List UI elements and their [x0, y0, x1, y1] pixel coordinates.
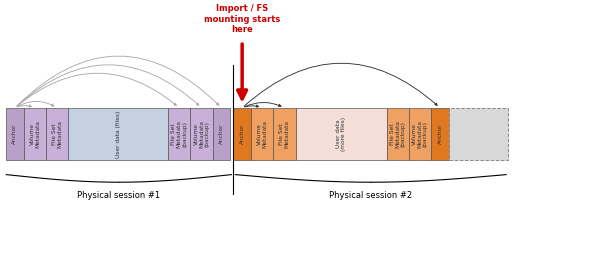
FancyBboxPatch shape	[273, 108, 296, 160]
FancyBboxPatch shape	[296, 108, 386, 160]
Text: File Set
Metadata: File Set Metadata	[279, 120, 290, 148]
Text: Import / FS
mounting starts
here: Import / FS mounting starts here	[204, 4, 280, 34]
Text: File Set
Metadata
(backup): File Set Metadata (backup)	[172, 120, 187, 148]
Text: Physical session #1: Physical session #1	[77, 190, 160, 200]
FancyBboxPatch shape	[233, 108, 251, 160]
FancyBboxPatch shape	[386, 108, 409, 160]
Text: Anchor: Anchor	[438, 124, 442, 144]
FancyBboxPatch shape	[213, 108, 231, 160]
FancyBboxPatch shape	[168, 108, 191, 160]
Text: Volume
Metadata: Volume Metadata	[30, 120, 40, 148]
Text: User data (files): User data (files)	[116, 111, 121, 158]
Text: Anchor: Anchor	[240, 124, 245, 144]
FancyBboxPatch shape	[6, 108, 24, 160]
FancyBboxPatch shape	[24, 108, 46, 160]
Text: Anchor: Anchor	[12, 124, 17, 144]
FancyBboxPatch shape	[449, 108, 507, 160]
Text: Volume
Metadata: Volume Metadata	[257, 120, 267, 148]
Text: File Set
Metadata: File Set Metadata	[52, 120, 63, 148]
FancyBboxPatch shape	[46, 108, 68, 160]
FancyBboxPatch shape	[68, 108, 168, 160]
Text: File Set
Metadata
(backup): File Set Metadata (backup)	[390, 120, 406, 148]
Text: User data
(more files): User data (more files)	[336, 117, 346, 151]
Text: Anchor: Anchor	[219, 124, 224, 144]
Text: Volume
Metadata
(backup): Volume Metadata (backup)	[194, 120, 209, 148]
FancyBboxPatch shape	[409, 108, 431, 160]
Text: Volume
Metadata
(backup): Volume Metadata (backup)	[412, 120, 428, 148]
FancyBboxPatch shape	[251, 108, 273, 160]
FancyBboxPatch shape	[191, 108, 213, 160]
Text: Physical session #2: Physical session #2	[329, 190, 412, 200]
FancyBboxPatch shape	[431, 108, 449, 160]
